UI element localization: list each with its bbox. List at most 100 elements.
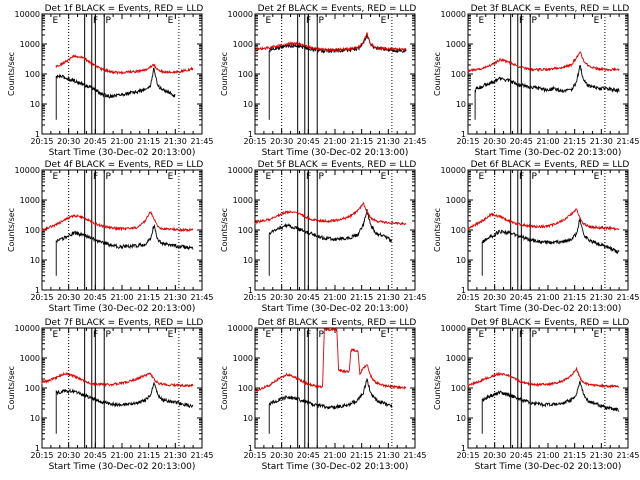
- y-tick-label: 1000: [446, 196, 466, 205]
- y-tick-label: 100: [238, 70, 253, 79]
- plot-frame: [41, 327, 203, 449]
- events-series-line: [474, 64, 620, 120]
- y-axis-label: Counts/sec: [220, 52, 229, 96]
- x-tick-label: 20:30: [483, 137, 506, 146]
- y-tick-label: 1: [248, 130, 253, 139]
- marker-letter: P: [105, 172, 111, 182]
- x-tick-label: 21:30: [164, 293, 187, 302]
- marker-letter: E: [381, 330, 387, 340]
- panel-title: Det 8f BLACK = Events, RED = LLD: [258, 318, 417, 328]
- x-tick-label: 20:30: [57, 137, 80, 146]
- x-tick-label: 20:45: [84, 293, 107, 302]
- x-tick-label: 21:45: [190, 293, 213, 302]
- x-tick-label: 20:15: [30, 293, 53, 302]
- x-tick-label: 21:15: [350, 451, 373, 460]
- x-tick-label: 21:00: [536, 293, 559, 302]
- panel-det-7f: Det 7f BLACK = Events, RED = LLD 1 10 100 10…: [7, 318, 214, 472]
- x-axis-label: Start Time (30-Dec-02 20:13:00): [475, 462, 622, 472]
- y-tick-label: 10000: [441, 10, 466, 19]
- events-series-line: [55, 382, 194, 434]
- marker-letter: E: [594, 330, 600, 340]
- x-tick-label: 20:45: [297, 293, 320, 302]
- x-tick-label: 21:15: [137, 451, 160, 460]
- y-tick-label: 10: [30, 100, 40, 109]
- x-axis-label: Start Time (30-Dec-02 20:13:00): [475, 148, 622, 158]
- x-tick-label: 21:00: [323, 293, 346, 302]
- marker-letter: P: [531, 330, 537, 340]
- plot-frame: [467, 169, 629, 291]
- x-tick-label: 21:30: [590, 451, 613, 460]
- plot-frame: [254, 169, 416, 291]
- y-tick-label: 100: [238, 226, 253, 235]
- x-tick-label: 21:30: [164, 137, 187, 146]
- lld-series-line: [254, 32, 407, 53]
- marker-letter: P: [105, 330, 111, 340]
- y-tick-label: 1000: [20, 196, 40, 205]
- x-tick-label: 21:00: [110, 293, 133, 302]
- y-tick-label: 100: [238, 384, 253, 393]
- x-tick-label: 20:15: [243, 293, 266, 302]
- marker-letter: E: [478, 330, 484, 340]
- x-axis-label: Start Time (30-Dec-02 20:13:00): [262, 304, 409, 314]
- x-tick-label: 20:45: [84, 451, 107, 460]
- y-axis-label: Counts/sec: [7, 52, 16, 96]
- panel-det-3f: Det 3f BLACK = Events, RED = LLD 1 10 100 10…: [433, 4, 640, 158]
- x-tick-label: 21:00: [323, 451, 346, 460]
- events-series-line: [55, 223, 194, 276]
- y-tick-label: 1000: [233, 354, 253, 363]
- lld-series-line: [254, 326, 407, 393]
- y-tick-label: 1: [35, 286, 40, 295]
- marker-letter: P: [318, 172, 324, 182]
- marker-letter: E: [168, 16, 174, 26]
- marker-letter: E: [594, 16, 600, 26]
- marker-letter: E: [52, 172, 58, 182]
- y-axis-label: Counts/sec: [7, 366, 16, 410]
- y-tick-label: 10000: [228, 10, 253, 19]
- marker-letter: E: [478, 172, 484, 182]
- panel-det-1f: Det 1f BLACK = Events, RED = LLD 1 10 100 10…: [7, 4, 214, 158]
- y-tick-label: 10000: [441, 166, 466, 175]
- panel-title: Det 2f BLACK = Events, RED = LLD: [258, 4, 417, 14]
- x-tick-label: 21:15: [350, 137, 373, 146]
- marker-letter: F: [519, 172, 524, 182]
- plot-frame: [254, 13, 416, 135]
- y-axis-label: Counts/sec: [220, 366, 229, 410]
- x-tick-label: 21:30: [377, 137, 400, 146]
- panel-title: Det 4f BLACK = Events, RED = LLD: [45, 160, 204, 170]
- y-axis-label: Counts/sec: [433, 208, 442, 252]
- marker-letter: E: [168, 330, 174, 340]
- marker-letter: F: [306, 16, 311, 26]
- marker-letter: P: [318, 16, 324, 26]
- y-tick-label: 10: [456, 414, 466, 423]
- panel-det-2f: Det 2f BLACK = Events, RED = LLD 1 10 100 10…: [220, 4, 427, 158]
- panel-det-9f: Det 9f BLACK = Events, RED = LLD 1 10 100 10…: [433, 318, 640, 472]
- x-tick-label: 21:30: [377, 451, 400, 460]
- x-axis-label: Start Time (30-Dec-02 20:13:00): [262, 462, 409, 472]
- panel-det-6f: Det 6f BLACK = Events, RED = LLD 1 10 100 10…: [433, 160, 640, 314]
- x-tick-label: 20:45: [297, 137, 320, 146]
- y-tick-label: 100: [25, 70, 40, 79]
- x-tick-label: 21:45: [190, 137, 213, 146]
- marker-letter: E: [265, 172, 271, 182]
- y-tick-label: 10: [456, 100, 466, 109]
- lld-series-line: [41, 371, 194, 388]
- y-tick-label: 10000: [15, 324, 40, 333]
- x-tick-label: 21:45: [616, 293, 639, 302]
- events-series-line: [481, 380, 620, 434]
- lld-series-line: [467, 208, 620, 232]
- x-tick-label: 20:30: [483, 293, 506, 302]
- marker-letter: E: [168, 172, 174, 182]
- marker-letter: F: [306, 330, 311, 340]
- x-axis-label: Start Time (30-Dec-02 20:13:00): [49, 462, 196, 472]
- x-tick-label: 20:45: [510, 293, 533, 302]
- x-tick-label: 21:30: [164, 451, 187, 460]
- lld-series-line: [254, 201, 407, 226]
- x-tick-label: 20:15: [456, 137, 479, 146]
- x-tick-label: 21:45: [616, 137, 639, 146]
- marker-letter: P: [531, 16, 537, 26]
- x-tick-label: 20:15: [456, 293, 479, 302]
- y-axis-label: Counts/sec: [7, 208, 16, 252]
- y-tick-label: 100: [451, 70, 466, 79]
- x-tick-label: 21:00: [536, 451, 559, 460]
